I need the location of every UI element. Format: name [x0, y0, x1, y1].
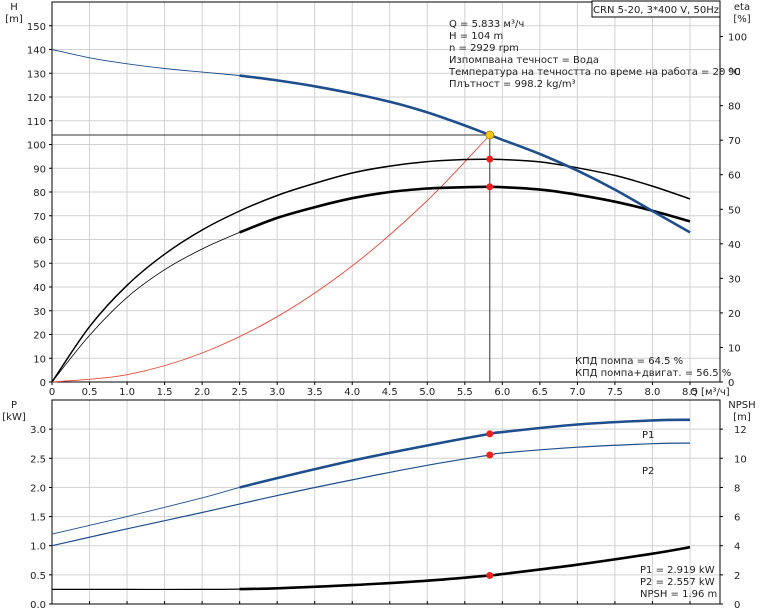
x-tick-label-14: 7.0 — [569, 387, 585, 398]
bot-right-tick-label-3: 6 — [734, 513, 740, 524]
p2-curve-thin — [51, 442, 691, 547]
top-right-tick-label-10: 100 — [728, 33, 747, 44]
p2-series-label: P2 — [642, 466, 654, 477]
bot-right-tick-label-4: 8 — [734, 483, 740, 494]
top-right-tick-label-4: 40 — [728, 240, 741, 251]
x-tick-label-13: 6.5 — [532, 387, 548, 398]
npsh-duty-marker — [486, 571, 494, 579]
x-tick-label-1: 0.5 — [82, 387, 98, 398]
info-line-1: H = 104 m — [449, 31, 503, 42]
bot-right-tick-label-5: 10 — [734, 454, 747, 465]
top-right-tick-label-5: 50 — [728, 205, 741, 216]
top-right-tick-label-9: 90 — [728, 67, 741, 78]
bot-left-tick-label-4: 2.0 — [30, 483, 46, 494]
top-right-tick-label-1: 10 — [728, 343, 741, 354]
x-tick-label-8: 4.0 — [344, 387, 360, 398]
top-left-tick-label-4: 40 — [33, 283, 46, 294]
x-tick-label-5: 2.5 — [232, 387, 248, 398]
x-tick-label-11: 5.5 — [457, 387, 473, 398]
x-tick-label-4: 2.0 — [194, 387, 210, 398]
eff-line-1: КПД помпа+двигат. = 56.5 % — [575, 368, 731, 379]
top-right-tick-label-8: 80 — [728, 102, 741, 113]
top-left-tick-label-15: 150 — [27, 22, 46, 33]
info-line-5: Плътност = 998.2 kg/m³ — [449, 79, 576, 90]
top-left-tick-label-8: 80 — [33, 188, 46, 199]
head-duty-marker — [485, 130, 495, 140]
top-right-tick-label-0: 0 — [728, 378, 734, 389]
bottom-info-line-0: P1 = 2.919 kW — [640, 565, 715, 576]
bottom-plot-frame — [51, 399, 721, 605]
top-right-tick-label-2: 20 — [728, 309, 741, 320]
top-left-tick-label-3: 30 — [33, 307, 46, 318]
top-right-tick-label-6: 60 — [728, 171, 741, 182]
bot-left-tick-label-2: 1.0 — [30, 542, 46, 553]
eff-line-0: КПД помпа = 64.5 % — [575, 356, 683, 367]
top-left-tick-label-14: 140 — [27, 46, 46, 57]
top-left-tick-label-11: 110 — [27, 117, 46, 128]
eta-total-duty-marker — [486, 183, 494, 191]
top-left-tick-label-6: 60 — [33, 236, 46, 247]
x-tick-label-2: 1.0 — [119, 387, 135, 398]
top-left-tick-label-1: 10 — [33, 354, 46, 365]
top-left-tick-label-0: 0 — [40, 378, 46, 389]
top-left-axis-label-line-0: H — [10, 2, 18, 13]
x-tick-label-7: 3.5 — [307, 387, 323, 398]
x-tick-label-15: 7.5 — [607, 387, 623, 398]
eta-total-curve-bold — [239, 185, 691, 234]
top-left-tick-label-5: 50 — [33, 259, 46, 270]
bot-right-tick-label-2: 4 — [734, 542, 740, 553]
top-right-axis-label-line-0: eta — [734, 2, 750, 13]
top-left-tick-label-9: 90 — [33, 164, 46, 175]
x-tick-label-10: 5.0 — [419, 387, 435, 398]
bot-right-tick-label-1: 2 — [734, 571, 740, 582]
x-tick-label-12: 6.0 — [494, 387, 510, 398]
top-left-axis-label-line-1: [m] — [5, 14, 23, 25]
bot-left-tick-label-3: 1.5 — [30, 513, 46, 524]
x-tick-label-6: 3.0 — [269, 387, 285, 398]
bottom-left-axis-label-line-0: P — [11, 400, 17, 411]
system-curve-thin — [51, 134, 491, 383]
top-left-tick-label-10: 100 — [27, 141, 46, 152]
p1-duty-marker — [486, 430, 494, 438]
chart-title: CRN 5-20, 3*400 V, 50Hz — [593, 5, 719, 16]
bot-left-tick-label-1: 0.5 — [30, 571, 46, 582]
info-line-0: Q = 5.833 м³/ч — [449, 19, 524, 30]
bot-right-tick-label-6: 12 — [734, 425, 747, 436]
info-line-3: Изпомпвана течност = Вода — [449, 55, 599, 66]
top-right-tick-label-7: 70 — [728, 136, 741, 147]
x-axis-label: Q [м³/ч] — [690, 387, 730, 398]
x-tick-label-3: 1.5 — [157, 387, 173, 398]
bottom-right-axis-label-line-1: [m] — [733, 412, 751, 423]
eta-pump-curve-thin — [51, 158, 691, 383]
x-tick-label-0: 0 — [49, 387, 55, 398]
bottom-right-axis-label-line-0: NPSH — [728, 400, 755, 411]
eta-pump-duty-marker — [486, 155, 494, 163]
p2-duty-marker — [486, 451, 494, 459]
top-left-tick-label-13: 130 — [27, 69, 46, 80]
x-tick-label-16: 8.0 — [644, 387, 660, 398]
bot-left-tick-label-6: 3.0 — [30, 425, 46, 436]
info-line-4: Температура на течността по време на раб… — [448, 67, 741, 78]
info-line-2: n = 2929 rpm — [449, 43, 519, 54]
top-right-axis-label-line-1: [%] — [733, 14, 750, 25]
bottom-info-line-1: P2 = 2.557 kW — [640, 577, 715, 588]
top-left-tick-label-2: 20 — [33, 331, 46, 342]
top-left-tick-label-12: 120 — [27, 93, 46, 104]
bot-left-tick-label-5: 2.5 — [30, 454, 46, 465]
x-tick-label-17: 8.5 — [682, 387, 698, 398]
bot-right-tick-label-0: 0 — [734, 600, 740, 611]
top-right-tick-label-3: 30 — [728, 274, 741, 285]
top-left-tick-label-7: 70 — [33, 212, 46, 223]
bottom-info-line-2: NPSH = 1.96 m — [640, 589, 717, 600]
head-curve-bold — [239, 74, 691, 234]
bottom-left-axis-label-line-1: [kW] — [2, 412, 26, 423]
title-box — [591, 0, 721, 18]
x-tick-label-9: 4.5 — [382, 387, 398, 398]
p1-series-label: P1 — [642, 430, 654, 441]
bot-left-tick-label-0: 0.0 — [30, 600, 46, 611]
